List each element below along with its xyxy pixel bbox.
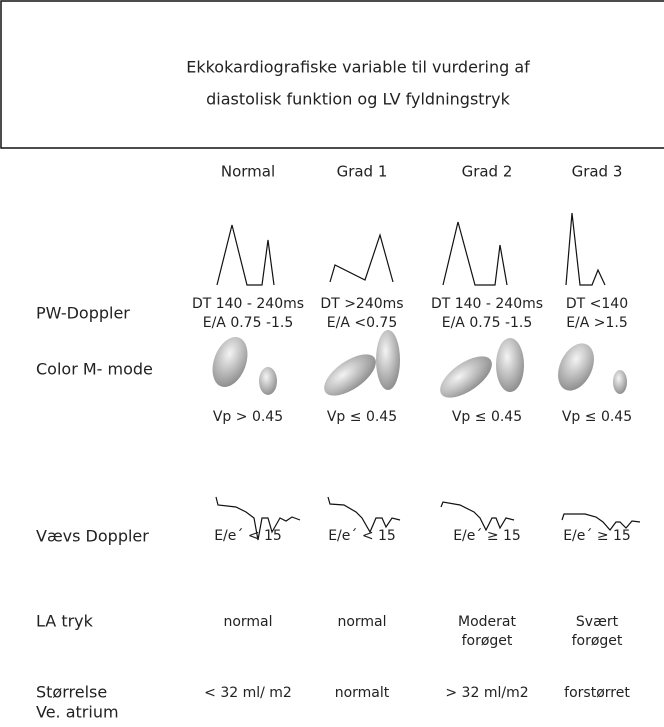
row-label: PW-Doppler (36, 304, 130, 323)
ellipse (259, 367, 277, 395)
row-label: Color M- mode (36, 360, 153, 379)
cell-text: E/e´ < 15 (328, 528, 396, 544)
cell-text: Moderat (458, 614, 516, 630)
wave (330, 235, 393, 282)
wave (441, 502, 514, 530)
ellipse (376, 330, 400, 390)
cell-text: Vp ≤ 0.45 (562, 409, 632, 425)
cell-text: E/A >1.5 (566, 315, 628, 331)
row-label: Størrelse (36, 683, 107, 702)
m-mode-shapes (206, 330, 627, 406)
ellipse (496, 338, 524, 392)
ellipse (551, 338, 601, 397)
column-header: Grad 3 (572, 163, 623, 181)
cell-text: forstørret (564, 685, 630, 701)
cell-text: forøget (462, 633, 513, 649)
wave (566, 213, 605, 285)
diagram: Ekkokardiografiske variable til vurderin… (0, 0, 664, 727)
ellipse (206, 332, 254, 392)
cell-text: E/e´ ≥ 15 (453, 528, 521, 544)
cell-text: DT <140 (566, 296, 628, 312)
cell-text: E/A 0.75 -1.5 (442, 315, 533, 331)
cell-text: normal (223, 614, 272, 630)
cell-text: E/A 0.75 -1.5 (203, 315, 294, 331)
cell-text: E/e´ < 15 (214, 528, 282, 544)
ellipse (317, 346, 382, 403)
cell-text: E/A <0.75 (327, 315, 398, 331)
cell-text: normalt (335, 685, 390, 701)
pw-waves (217, 213, 605, 285)
cell-text: Vp ≤ 0.45 (327, 409, 397, 425)
ellipse (613, 370, 627, 394)
row-label: Vævs Doppler (36, 527, 149, 546)
cell-text: Svært (576, 614, 619, 630)
column-header: Normal (221, 163, 275, 181)
cell-text: forøget (572, 633, 623, 649)
title-line: Ekkokardiografiske variable til vurderin… (186, 58, 530, 77)
cell-text: DT >240ms (320, 296, 403, 312)
column-header: Grad 1 (337, 163, 388, 181)
wave (443, 222, 507, 285)
wave (217, 225, 274, 285)
ellipse (433, 348, 498, 405)
cell-text: Vp > 0.45 (213, 409, 283, 425)
cell-text: < 32 ml/ m2 (204, 685, 292, 701)
column-header: Grad 2 (462, 163, 513, 181)
wave (328, 497, 400, 532)
row-label: Ve. atrium (36, 703, 119, 722)
cell-text: > 32 ml/m2 (445, 685, 528, 701)
cell-text: E/e´ ≥ 15 (563, 528, 631, 544)
title-line: diastolisk funktion og LV fyldningstryk (206, 90, 510, 109)
row-label: LA tryk (36, 612, 94, 631)
cell-text: DT 140 - 240ms (192, 296, 304, 312)
cell-text: DT 140 - 240ms (431, 296, 543, 312)
cell-text: normal (337, 614, 386, 630)
cell-text: Vp ≤ 0.45 (452, 409, 522, 425)
